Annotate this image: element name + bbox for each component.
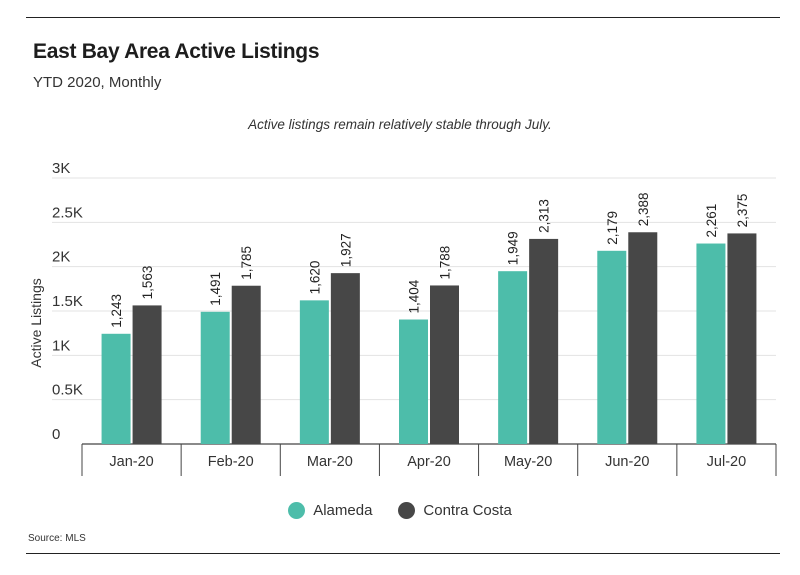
chart-title: East Bay Area Active Listings <box>33 40 320 63</box>
y-tick-label: 0 <box>52 426 60 443</box>
bar-alameda <box>597 250 627 444</box>
data-label-alameda: 1,620 <box>307 261 322 295</box>
legend-swatch-alameda <box>288 502 306 519</box>
y-axis-label: Active Listings <box>28 278 44 367</box>
top-rule <box>26 17 780 18</box>
legend-swatch-contra-costa <box>398 502 416 519</box>
legend-label-contra-costa: Contra Costa <box>423 502 512 519</box>
bar-contra-costa <box>330 273 360 444</box>
data-label-alameda: 1,949 <box>506 231 521 265</box>
legend-item-alameda: Alameda <box>288 502 372 519</box>
bar-contra-costa <box>529 238 559 444</box>
chart-subtitle: YTD 2020, Monthly <box>33 74 162 91</box>
x-tick-label: Jan-20 <box>109 454 153 470</box>
data-label-alameda: 1,243 <box>109 294 124 328</box>
y-tick-label: 1.5K <box>52 293 83 310</box>
data-label-contra-costa: 1,927 <box>338 233 353 267</box>
y-tick-label: 2K <box>52 249 70 266</box>
source-note: Source: MLS <box>28 533 86 544</box>
x-tick-label: Jul-20 <box>707 454 747 470</box>
data-label-contra-costa: 2,375 <box>735 194 750 228</box>
bar-alameda <box>200 311 230 444</box>
bottom-rule <box>26 553 780 554</box>
x-tick-label: Mar-20 <box>307 454 353 470</box>
bar-contra-costa <box>430 285 459 444</box>
legend-label-alameda: Alameda <box>313 502 373 519</box>
data-label-alameda: 1,404 <box>407 279 422 313</box>
data-label-alameda: 2,179 <box>605 211 620 245</box>
bar-contra-costa <box>628 232 658 444</box>
data-label-contra-costa: 2,388 <box>636 192 651 226</box>
x-tick-label: Feb-20 <box>208 454 254 470</box>
bar-alameda <box>498 271 528 444</box>
legend-item-contra-costa: Contra Costa <box>398 502 512 519</box>
y-tick-label: 2.5K <box>52 204 83 221</box>
bar-contra-costa <box>231 285 261 444</box>
bar-alameda <box>101 333 131 444</box>
bar-contra-costa <box>727 233 757 444</box>
data-label-alameda: 1,491 <box>208 272 223 306</box>
x-tick-label: May-20 <box>504 454 552 470</box>
data-label-contra-costa: 1,563 <box>140 266 155 300</box>
y-tick-label: 1K <box>52 337 70 354</box>
data-label-contra-costa: 1,788 <box>438 246 453 280</box>
chart-annotation: Active listings remain relatively stable… <box>248 117 552 132</box>
x-tick-label: Apr-20 <box>407 454 451 470</box>
data-label-contra-costa: 2,313 <box>537 199 552 233</box>
bar-alameda <box>696 243 726 444</box>
x-tick-label: Jun-20 <box>605 454 649 470</box>
data-label-alameda: 2,261 <box>704 204 719 238</box>
y-tick-label: 3K <box>52 160 70 177</box>
data-label-contra-costa: 1,785 <box>239 246 254 280</box>
bar-alameda <box>399 319 428 444</box>
y-tick-label: 0.5K <box>52 382 83 399</box>
bar-alameda <box>299 300 329 444</box>
legend: Alameda Contra Costa <box>0 502 800 519</box>
bar-contra-costa <box>132 305 162 444</box>
